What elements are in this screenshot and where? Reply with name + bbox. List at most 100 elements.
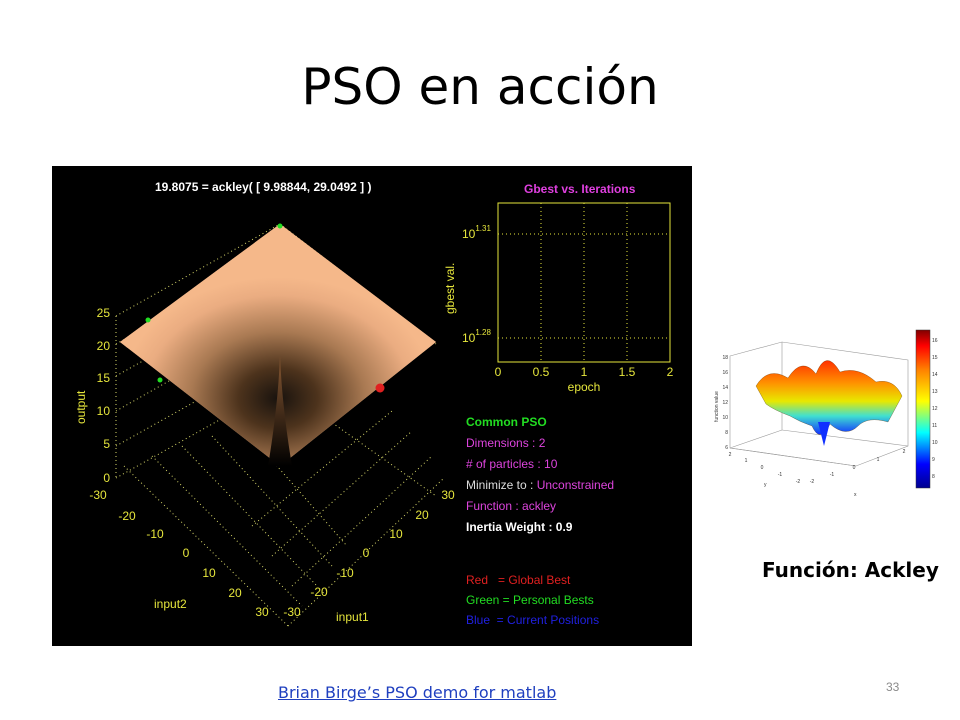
gbest-plot-frame (497, 202, 671, 363)
thumb-y-tick: 0 (761, 465, 764, 471)
gbest-ytick: 101.31 (462, 224, 491, 241)
thumb-x-tick: 2 (903, 449, 906, 455)
thumb-y-tick: 1 (745, 458, 748, 464)
thumb-x-ticks: -2 -1 0 1 2 (810, 449, 906, 485)
colorbar-tick: 10 (932, 440, 938, 446)
particle-green (277, 223, 283, 229)
page-number: 33 (886, 680, 900, 694)
slide-title: PSO en acción (301, 58, 659, 116)
input1-tick: 30 (441, 488, 455, 502)
colorbar-tick: 13 (932, 389, 938, 395)
input2-tick: 10 (202, 566, 216, 580)
particle-green (157, 377, 163, 383)
input1-tick: 10 (389, 527, 403, 541)
thumb-z-ticks: 18 16 14 12 10 8 6 (722, 355, 728, 451)
gbest-xtick: 2 (667, 365, 674, 379)
output-axis-label: output (74, 390, 88, 424)
thumb-x-tick: -2 (810, 479, 815, 485)
thumb-y-tick: 2 (729, 452, 732, 458)
particle-global-best (375, 383, 385, 393)
colorbar-tick: 12 (932, 406, 938, 412)
input2-axis-label: input2 (154, 597, 187, 611)
gbest-xtick: 0 (495, 365, 502, 379)
output-tick: 0 (103, 471, 110, 485)
gbest-ylabel: gbest val. (443, 263, 457, 314)
gbest-gridlines (498, 203, 670, 362)
thumb-x-tick: -1 (830, 472, 835, 478)
input2-axis-ticks: -30 -20 -10 0 10 20 30 (89, 488, 269, 619)
thumb-xlabel: x (854, 492, 857, 498)
input1-tick: 20 (415, 508, 429, 522)
equation-title: 19.8075 = ackley( [ 9.98844, 29.0492 ] ) (155, 180, 372, 194)
thumb-z-tick: 8 (725, 430, 728, 436)
thumb-y-tick: -2 (796, 479, 801, 485)
thumb-z-tick: 14 (722, 385, 728, 391)
thumb-zlabel: function value (714, 391, 720, 422)
input1-tick: 0 (363, 546, 370, 560)
output-tick: 20 (97, 339, 111, 353)
thumb-surface (755, 360, 903, 435)
ackley-thumbnail-canvas: 18 16 14 12 10 8 6 function value 2 1 0 … (714, 329, 938, 498)
ackley-funnel (120, 224, 436, 466)
thumb-y-ticks: 2 1 0 -1 -2 (729, 452, 801, 485)
info-dimensions: Dimensions : 2 (466, 436, 546, 450)
gbest-yticks: 101.31 101.28 (462, 224, 491, 345)
thumb-colorbar-ticks: 16 15 14 13 12 11 10 9 8 (932, 338, 938, 480)
gbest-xtick: 1 (581, 365, 588, 379)
thumb-minimum (818, 422, 830, 446)
gbest-xtick: 1.5 (619, 365, 636, 379)
input2-tick: -30 (89, 488, 107, 502)
thumb-z-tick: 10 (722, 415, 728, 421)
pso-plot-canvas: 19.8075 = ackley( [ 9.98844, 29.0492 ] )… (74, 180, 674, 627)
ackley-thumbnail: 18 16 14 12 10 8 6 function value 2 1 0 … (708, 326, 940, 502)
thumb-x-tick: 0 (853, 465, 856, 471)
info-function: Function : ackley (466, 499, 557, 513)
thumb-ylabel: y (764, 482, 767, 488)
input2-tick: -10 (146, 527, 164, 541)
gbest-xticks: 0 0.5 1 1.5 2 (495, 365, 674, 379)
thumb-y-tick: -1 (778, 472, 783, 478)
output-tick: 15 (97, 371, 111, 385)
input1-tick: -10 (336, 566, 354, 580)
colorbar-tick: 9 (932, 457, 935, 463)
input1-tick: -20 (310, 585, 328, 599)
colorbar-tick: 15 (932, 355, 938, 361)
thumb-z-tick: 18 (722, 355, 728, 361)
pso-demo-figure: 19.8075 = ackley( [ 9.98844, 29.0492 ] )… (52, 166, 692, 646)
function-caption: Función: Ackley (762, 558, 939, 582)
gbest-ytick: 101.28 (462, 328, 491, 345)
input2-tick: 30 (255, 605, 269, 619)
thumb-z-tick: 16 (722, 370, 728, 376)
thumb-colorbar (915, 329, 931, 489)
colorbar-tick: 14 (932, 372, 938, 378)
key-red: Red = Global Best (466, 573, 571, 587)
info-heading: Common PSO (466, 415, 547, 429)
input2-tick: -20 (118, 509, 136, 523)
input2-tick: 0 (183, 546, 190, 560)
input1-axis-label: input1 (336, 610, 369, 624)
thumb-box (729, 341, 909, 467)
gbest-xtick: 0.5 (533, 365, 550, 379)
particle-green (145, 317, 151, 323)
thumb-z-tick: 6 (725, 445, 728, 451)
info-minimize: Minimize to : Unconstrained (466, 475, 614, 496)
info-minimize-value: Unconstrained (536, 478, 615, 492)
thumb-z-tick: 12 (722, 400, 728, 406)
output-tick: 25 (97, 306, 111, 320)
particle-color-key: Red = Global Best Green = Personal Bests… (466, 570, 599, 630)
pso-demo-link[interactable]: Brian Birge’s PSO demo for matlab (278, 683, 557, 702)
colorbar-tick: 16 (932, 338, 938, 344)
gbest-xlabel: epoch (568, 380, 601, 394)
colorbar-tick: 11 (932, 423, 937, 429)
input1-tick: -30 (283, 605, 301, 619)
input2-tick: 20 (228, 586, 242, 600)
info-particles: # of particles : 10 (466, 457, 558, 471)
info-minimize-label: Minimize to : (466, 478, 537, 492)
output-axis-ticks: 25 20 15 10 5 0 (97, 306, 111, 485)
key-blue: Blue = Current Positions (466, 613, 600, 627)
output-tick: 10 (97, 404, 111, 418)
output-tick: 5 (103, 437, 110, 451)
info-inertia: Inertia Weight : 0.9 (466, 520, 573, 534)
thumb-x-tick: 1 (877, 457, 880, 463)
input1-axis-ticks: -30 -20 -10 0 10 20 30 (283, 488, 455, 619)
